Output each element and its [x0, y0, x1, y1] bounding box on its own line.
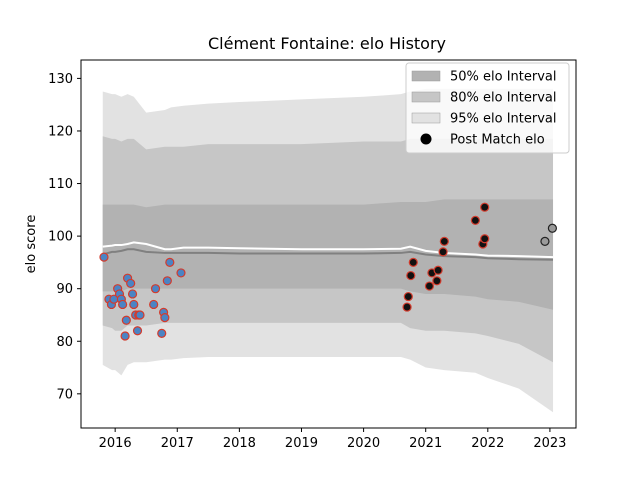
point-5-13	[129, 299, 139, 310]
point-5-22	[160, 313, 170, 323]
legend-label-3: Post Match elo	[450, 133, 545, 148]
point-5-7	[118, 299, 128, 310]
y-axis-label: elo score	[24, 215, 39, 274]
point-5-17	[135, 310, 145, 320]
point-6-10	[470, 215, 480, 225]
y-tick-label: 120	[48, 124, 73, 139]
point-6-3	[408, 257, 418, 267]
x-tick-label: 2022	[471, 436, 504, 451]
y-tick-label: 70	[56, 387, 73, 402]
y-tick-label: 90	[56, 282, 73, 297]
point-6-4	[424, 281, 435, 291]
legend-swatch-0	[411, 70, 441, 82]
point-5-24	[165, 257, 175, 267]
point-6-0	[402, 302, 412, 312]
x-tick-label: 2020	[347, 436, 380, 451]
point-6-7	[433, 265, 443, 275]
y-tick-label: 110	[48, 177, 73, 192]
legend-label-2: 95% elo Interval	[450, 112, 557, 127]
legend-box	[405, 62, 570, 154]
legend-label-0: 50% elo Interval	[450, 70, 557, 85]
point-5-23	[162, 276, 172, 286]
point-5-8	[120, 331, 130, 341]
x-tick-label: 2016	[99, 436, 132, 451]
point-5-12	[127, 289, 138, 299]
point-5-15	[132, 326, 143, 336]
plot-frame	[80, 59, 577, 429]
y-tick-label: 80	[56, 335, 73, 350]
point-6-2	[406, 270, 416, 281]
point-5-25	[176, 268, 186, 278]
point-7-1	[547, 223, 557, 233]
x-tick-label: 2023	[533, 436, 566, 451]
point-5-19	[150, 284, 161, 294]
point-6-8	[438, 247, 448, 257]
point-5-11	[126, 278, 136, 289]
point-5-0	[99, 252, 109, 262]
y-tick-label: 130	[48, 72, 73, 87]
legend-swatch-1	[411, 91, 441, 103]
line-3	[102, 248, 554, 261]
x-tick-label: 2017	[161, 436, 194, 451]
point-6-12	[480, 234, 490, 244]
x-tick-label: 2019	[285, 436, 318, 451]
point-6-9	[439, 236, 449, 246]
point-5-18	[149, 299, 159, 310]
point-6-1	[403, 291, 413, 302]
point-5-20	[157, 328, 167, 338]
point-6-6	[432, 276, 442, 286]
legend: 50% elo Interval 80% elo Interval 95% elo …	[405, 62, 570, 154]
point-5-9	[121, 315, 131, 325]
legend-label-1: 80% elo Interval	[450, 91, 557, 106]
x-tick-label: 2018	[223, 436, 256, 451]
chart-title: Clément Fontaine: elo History	[208, 34, 446, 53]
x-tick-label: 2021	[409, 436, 442, 451]
line-4	[102, 241, 554, 259]
point-6-13	[480, 202, 490, 212]
y-tick-label: 100	[48, 230, 73, 245]
legend-marker-3	[420, 133, 432, 145]
point-7-0	[540, 236, 550, 246]
legend-swatch-2	[411, 112, 441, 124]
